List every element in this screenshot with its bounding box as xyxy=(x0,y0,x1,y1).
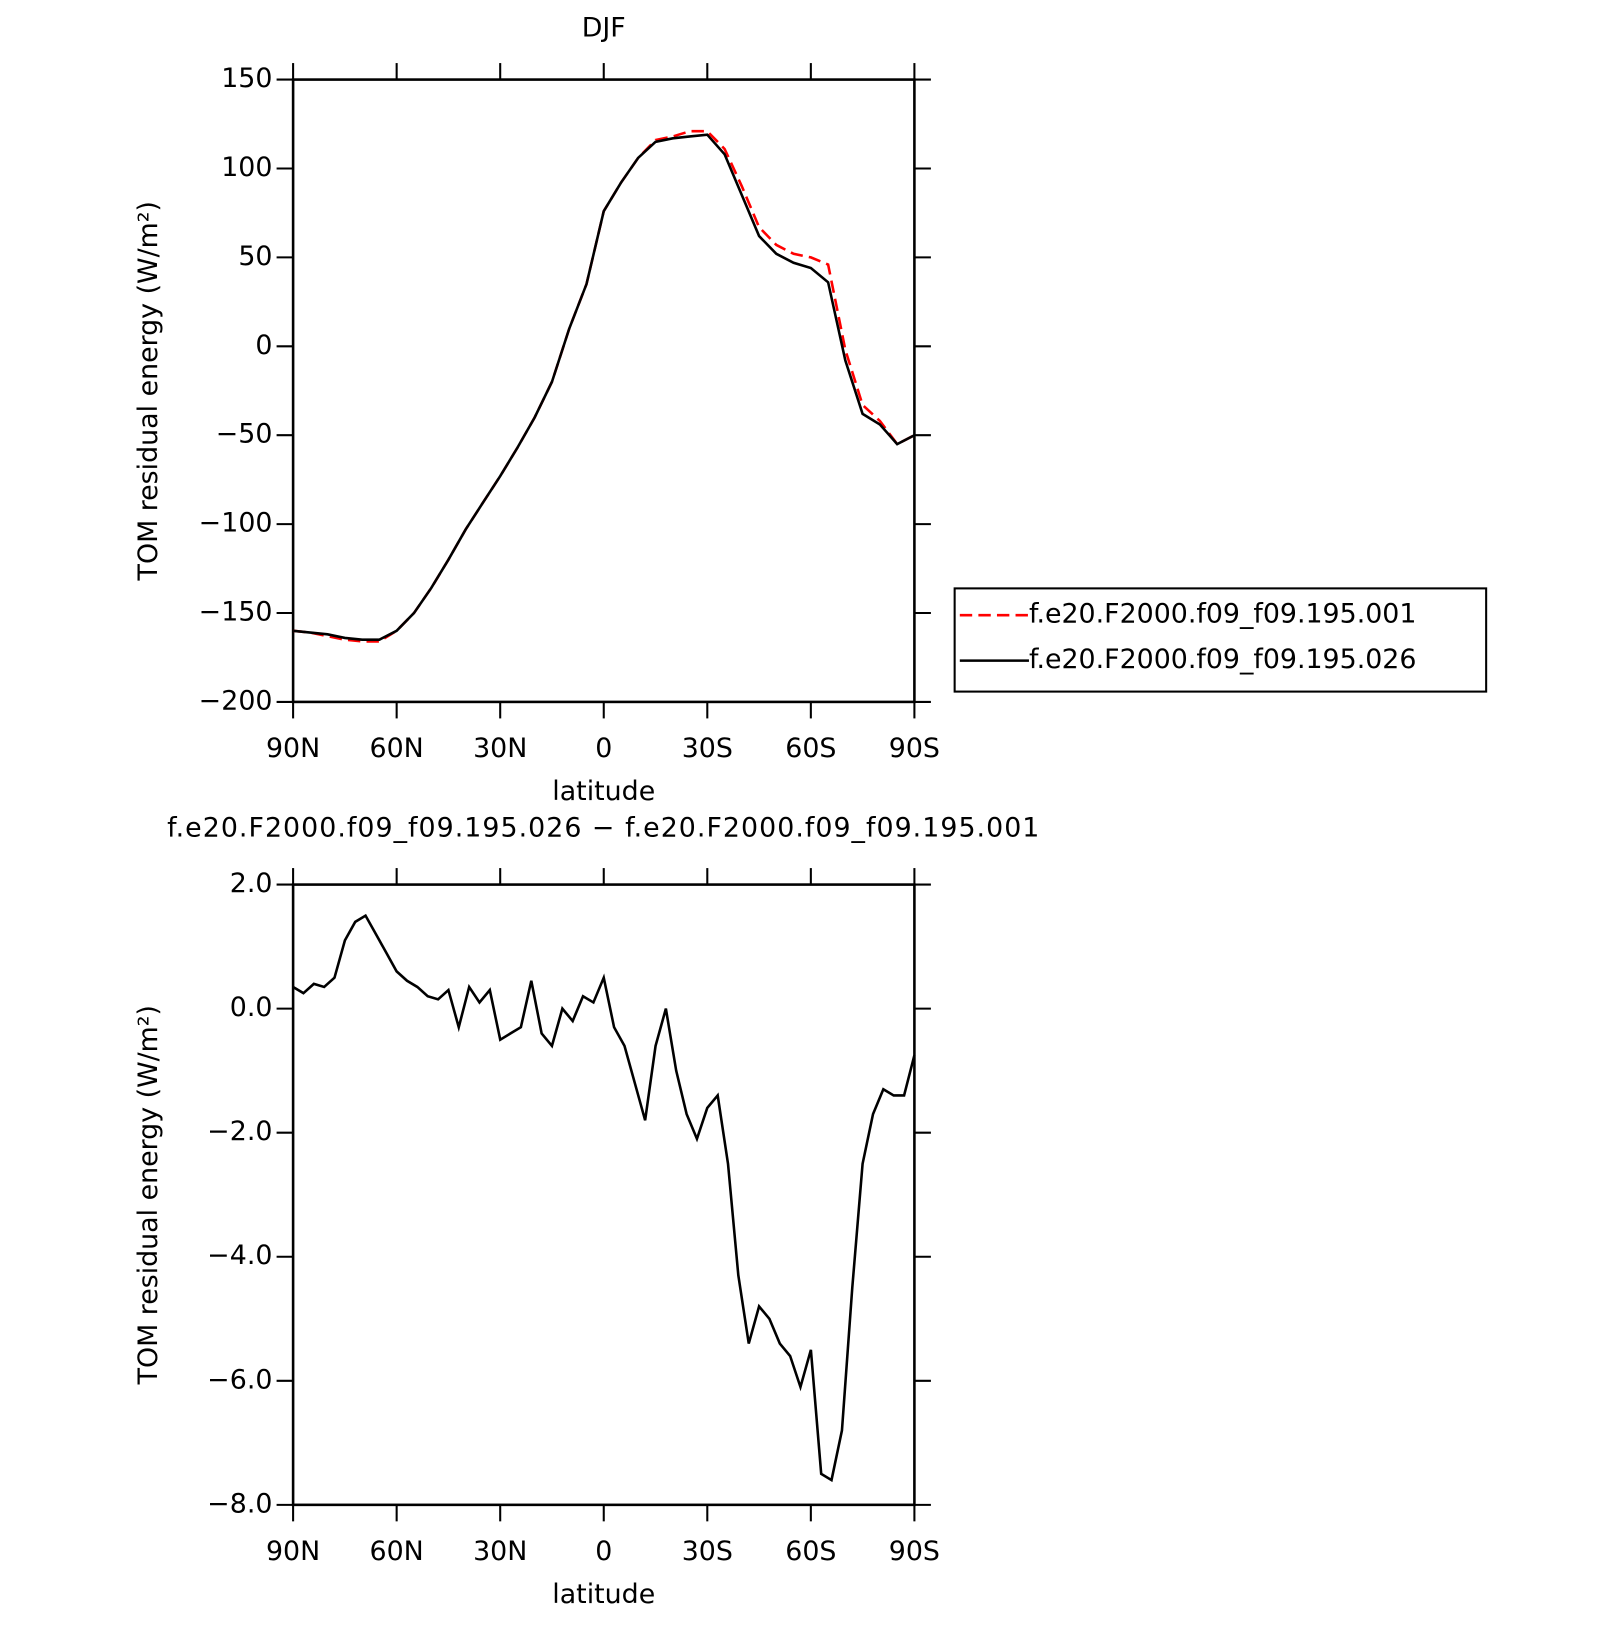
data-line xyxy=(292,129,915,643)
x-tick-label: 90S xyxy=(889,1536,940,1567)
x-tick-label: 30S xyxy=(682,733,733,764)
y-tick-label: 0.0 xyxy=(230,992,273,1023)
x-tick-label: 60S xyxy=(785,1536,836,1567)
x-tick-label: 30S xyxy=(682,1536,733,1567)
x-tick-label: 60N xyxy=(370,733,424,764)
x-tick-label: 90N xyxy=(266,733,320,764)
x-axis-label: latitude xyxy=(552,1579,655,1610)
y-tick-label: −2.0 xyxy=(207,1116,272,1147)
y-tick-label: −6.0 xyxy=(207,1364,272,1395)
legend-label: f.e20.F2000.f09_f09.195.001 xyxy=(1029,599,1416,630)
data-line xyxy=(292,133,915,641)
y-tick-label: −150 xyxy=(199,597,273,628)
y-axis-label: TOM residual energy (W/m²) xyxy=(133,201,164,581)
x-tick-label: 90N xyxy=(266,1536,320,1567)
chart-title: DJF xyxy=(582,13,626,44)
y-tick-label: −4.0 xyxy=(207,1240,272,1271)
y-axis-label: TOM residual energy (W/m²) xyxy=(133,1005,164,1385)
x-tick-label: 30N xyxy=(473,1536,527,1567)
x-tick-label: 0 xyxy=(595,733,612,764)
y-tick-label: −200 xyxy=(199,685,273,716)
x-tick-label: 30N xyxy=(473,733,527,764)
y-tick-label: −8.0 xyxy=(207,1488,272,1519)
y-tick-label: 100 xyxy=(221,152,272,183)
y-tick-label: 2.0 xyxy=(230,868,273,899)
y-tick-label: −100 xyxy=(199,508,273,539)
legend-label: f.e20.F2000.f09_f09.195.026 xyxy=(1029,644,1416,675)
x-tick-label: 90S xyxy=(889,733,940,764)
legend-box xyxy=(953,587,1488,693)
data-line xyxy=(292,913,916,1483)
x-tick-label: 0 xyxy=(595,1536,612,1567)
x-tick-label: 60N xyxy=(370,1536,424,1567)
x-tick-label: 60S xyxy=(785,733,836,764)
plot-frame xyxy=(291,78,916,704)
y-tick-label: 0 xyxy=(255,330,272,361)
y-tick-label: 50 xyxy=(238,241,272,272)
y-tick-label: 150 xyxy=(221,63,272,94)
chart-title: f.e20.F2000.f09_f09.195.026 − f.e20.F200… xyxy=(167,812,1040,843)
x-axis-label: latitude xyxy=(552,776,655,807)
y-tick-label: −50 xyxy=(216,419,273,450)
